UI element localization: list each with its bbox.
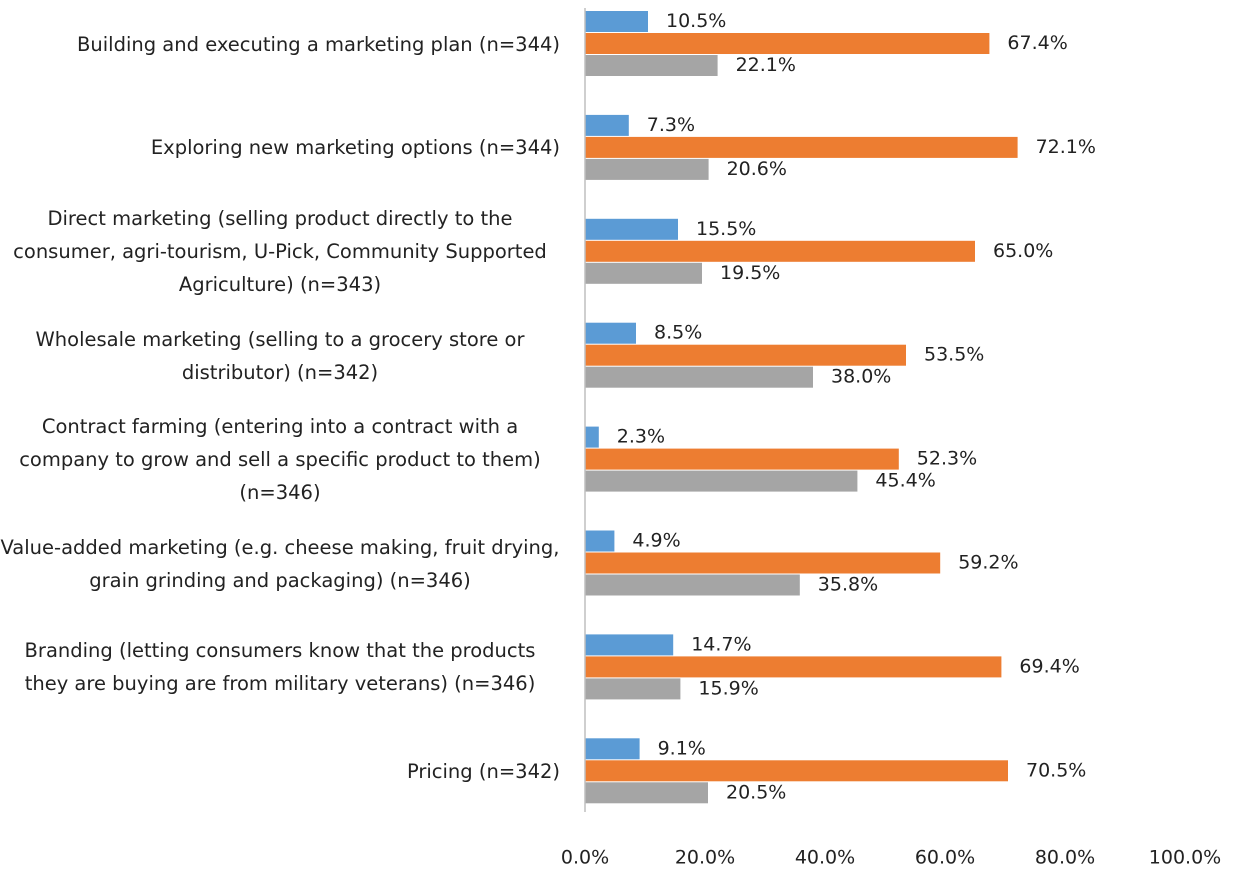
- value-label: 15.9%: [698, 677, 758, 699]
- value-label: 45.4%: [875, 470, 935, 492]
- value-label: 14.7%: [691, 633, 751, 655]
- value-label: 15.5%: [696, 218, 756, 240]
- x-tick-label: 80.0%: [1035, 847, 1095, 869]
- x-tick-label: 20.0%: [675, 847, 735, 869]
- category-label: Direct marketing (selling product direct…: [13, 207, 547, 297]
- bar: [585, 218, 678, 240]
- bar: [585, 11, 648, 32]
- value-label: 72.1%: [1036, 136, 1096, 158]
- category-label-box: Building and executing a marketing plan …: [0, 0, 560, 96]
- bar: [585, 552, 941, 574]
- category-label: Building and executing a marketing plan …: [77, 32, 560, 56]
- bar: [585, 262, 702, 284]
- value-label: 22.1%: [736, 54, 796, 76]
- category-label: Contract farming (entering into a contra…: [19, 415, 541, 505]
- value-label: 7.3%: [647, 114, 695, 136]
- value-label: 38.0%: [831, 366, 891, 388]
- bar: [585, 322, 636, 344]
- bar: [585, 574, 800, 596]
- category-label: Branding (letting consumers know that th…: [24, 639, 536, 696]
- x-tick-label: 0.0%: [561, 847, 609, 869]
- bar: [585, 530, 615, 552]
- value-label: 4.9%: [632, 530, 680, 552]
- bar: [585, 33, 990, 54]
- bar: [585, 344, 906, 366]
- value-label: 8.5%: [654, 322, 702, 344]
- category-label-box: Branding (letting consumers know that th…: [0, 615, 560, 719]
- value-label: 67.4%: [1007, 32, 1067, 54]
- value-label: 53.5%: [924, 344, 984, 366]
- category-label-box: Contract farming (entering into a contra…: [0, 408, 560, 512]
- bar: [585, 55, 718, 76]
- value-label: 69.4%: [1019, 655, 1079, 677]
- value-label: 19.5%: [720, 262, 780, 284]
- category-label-box: Exploring new marketing options (n=344): [0, 96, 560, 200]
- bar: [585, 136, 1018, 158]
- x-tick-label: 100.0%: [1149, 847, 1221, 869]
- x-tick-label: 40.0%: [795, 847, 855, 869]
- value-label: 59.2%: [958, 552, 1018, 574]
- category-label-box: Value-added marketing (e.g. cheese makin…: [0, 512, 560, 616]
- category-label-box: Direct marketing (selling product direct…: [0, 200, 560, 304]
- bar: [585, 782, 708, 804]
- category-label-box: Wholesale marketing (selling to a grocer…: [0, 304, 560, 408]
- bar: [585, 114, 629, 136]
- value-label: 52.3%: [917, 448, 977, 470]
- value-label: 9.1%: [658, 737, 706, 759]
- category-label: Exploring new marketing options (n=344): [150, 136, 560, 160]
- value-label: 65.0%: [993, 240, 1053, 262]
- value-label: 2.3%: [617, 426, 665, 448]
- bar: [585, 366, 813, 388]
- value-label: 70.5%: [1026, 759, 1086, 781]
- bar: [585, 656, 1002, 678]
- value-label: 20.6%: [727, 158, 787, 180]
- bar: [585, 470, 858, 492]
- bar: [585, 240, 975, 262]
- bar: [585, 760, 1008, 782]
- bar: [585, 426, 599, 448]
- category-label: Value-added marketing (e.g. cheese makin…: [0, 535, 560, 592]
- bar: [585, 158, 709, 180]
- bar: [585, 738, 640, 760]
- x-tick-label: 60.0%: [915, 847, 975, 869]
- category-label: Wholesale marketing (selling to a grocer…: [35, 327, 525, 384]
- bar: [585, 634, 674, 656]
- value-label: 35.8%: [818, 574, 878, 596]
- category-label: Pricing (n=342): [406, 759, 560, 783]
- bar: [585, 448, 899, 470]
- bar: [585, 678, 681, 700]
- category-label-box: Pricing (n=342): [0, 719, 560, 823]
- value-label: 10.5%: [666, 10, 726, 32]
- value-label: 20.5%: [726, 781, 786, 803]
